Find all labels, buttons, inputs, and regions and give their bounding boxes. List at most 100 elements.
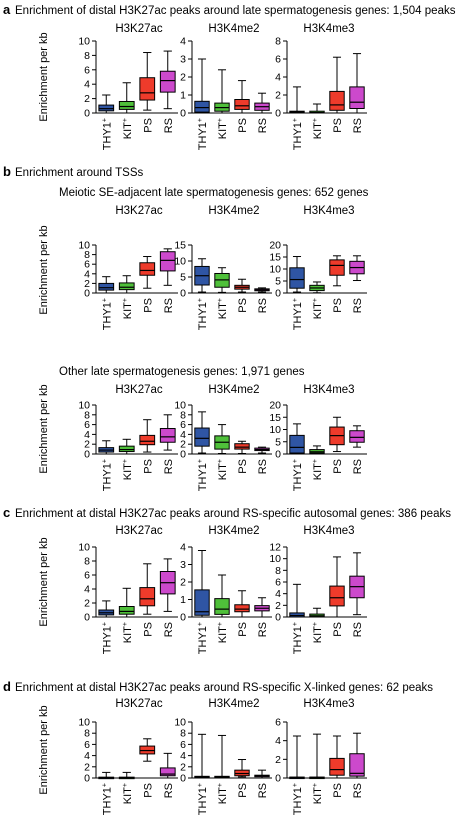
y-tick-label: 3 bbox=[180, 54, 186, 66]
y-tick-label: 4 bbox=[180, 750, 186, 762]
y-tick-label: 6 bbox=[84, 739, 90, 751]
box-rs bbox=[159, 558, 176, 612]
x-tick-label: THY1+ bbox=[101, 459, 113, 491]
x-tick-label: RS bbox=[163, 783, 175, 798]
x-tick-label: THY1+ bbox=[101, 118, 113, 150]
x-tick-label: PS bbox=[237, 783, 249, 798]
box-kit-pos bbox=[309, 733, 325, 780]
y-tick-label: 10 bbox=[78, 36, 90, 48]
x-tick-label: KIT+ bbox=[122, 118, 134, 139]
chart-title: H3K4me3 bbox=[303, 384, 354, 396]
panel-subtitle-b-bottom: Other late spermatogenesis genes: 1,971 … bbox=[59, 366, 305, 378]
box-ps bbox=[234, 440, 250, 455]
box-iqr bbox=[159, 428, 176, 443]
y-tick-label: 5 bbox=[275, 276, 281, 288]
y-tick-label: 10 bbox=[269, 424, 281, 436]
chart-a-h3k4me2: H3K4me2 0 1 2 3 4 THY1+ KIT+ PS RS bbox=[180, 23, 272, 150]
y-tick-label: 8 bbox=[180, 728, 186, 740]
box-thy1-pos bbox=[194, 58, 210, 114]
y-tick-label: 0 bbox=[84, 288, 90, 300]
y-tick-label: 8 bbox=[275, 36, 281, 48]
y-tick-label: 6 bbox=[84, 259, 90, 271]
x-tick-label: PS bbox=[142, 459, 154, 474]
y-tick-label: 8 bbox=[84, 249, 90, 261]
box-iqr bbox=[139, 434, 156, 446]
box-iqr bbox=[118, 100, 135, 110]
chart-title: H3K4me2 bbox=[208, 23, 259, 35]
y-tick-label: 0 bbox=[180, 612, 186, 624]
y-tick-label: 0 bbox=[180, 773, 186, 785]
panel-title-d: Enrichment at distal H3K27ac peaks aroun… bbox=[15, 682, 433, 694]
x-tick-label: THY1+ bbox=[101, 622, 113, 654]
x-tick-label: THY1+ bbox=[101, 783, 113, 815]
y-axis-label: Enrichment per kb bbox=[38, 32, 50, 121]
box-kit-pos bbox=[214, 734, 230, 779]
box-kit-pos bbox=[118, 438, 135, 455]
x-tick-label: KIT+ bbox=[122, 459, 134, 480]
panel-title-a: Enrichment of distal H3K27ac peaks aroun… bbox=[15, 5, 456, 17]
x-tick-label: PS bbox=[332, 459, 344, 474]
box-ps bbox=[139, 738, 156, 762]
box-ps bbox=[139, 256, 156, 289]
box-kit-pos bbox=[309, 281, 325, 294]
box-kit-pos bbox=[309, 445, 325, 455]
x-tick-label: KIT+ bbox=[312, 783, 324, 804]
box-thy1-pos bbox=[289, 86, 305, 114]
y-tick-label: 4 bbox=[84, 79, 90, 91]
box-rs bbox=[349, 53, 365, 114]
chart-title: H3K4me2 bbox=[208, 384, 259, 396]
x-tick-label: KIT+ bbox=[217, 118, 229, 139]
y-tick-label: 2 bbox=[84, 278, 90, 290]
box-kit-pos bbox=[309, 103, 325, 114]
box-iqr bbox=[118, 606, 135, 615]
x-tick-label: PS bbox=[332, 622, 344, 637]
box-iqr bbox=[349, 430, 365, 443]
y-tick-label: 4 bbox=[84, 429, 90, 441]
y-tick-label: 0 bbox=[180, 108, 186, 120]
chart-d-h3k4me3: H3K4me3 0 2 4 6 THY1+ KIT+ PS RS bbox=[275, 698, 367, 815]
y-tick-label: 5 bbox=[275, 436, 281, 448]
x-tick-label: RS bbox=[163, 118, 175, 133]
box-rs bbox=[254, 92, 270, 114]
x-tick-label: KIT+ bbox=[312, 298, 324, 319]
x-tick-label: THY1+ bbox=[292, 298, 304, 330]
x-tick-label: THY1+ bbox=[197, 118, 209, 150]
chart-a-h3k4me3: H3K4me3 0 2 4 6 8 THY1+ KIT+ PS RS bbox=[275, 23, 367, 150]
x-tick-label: KIT+ bbox=[217, 298, 229, 319]
y-tick-label: 6 bbox=[180, 739, 186, 751]
panel-letter-c: c bbox=[3, 505, 10, 520]
chart-title: H3K27ac bbox=[115, 384, 163, 396]
x-tick-label: PS bbox=[237, 459, 249, 474]
y-tick-label: 4 bbox=[180, 542, 186, 554]
x-tick-label: PS bbox=[237, 118, 249, 133]
x-tick-label: KIT+ bbox=[122, 622, 134, 643]
box-iqr bbox=[234, 99, 250, 110]
y-tick-label: 4 bbox=[180, 36, 186, 48]
box-iqr bbox=[159, 70, 176, 93]
y-tick-label: 1 bbox=[180, 90, 186, 102]
y-tick-label: 2 bbox=[180, 761, 186, 773]
y-tick-label: 8 bbox=[84, 728, 90, 740]
chart-title: H3K4me2 bbox=[208, 525, 259, 537]
x-tick-label: RS bbox=[352, 459, 364, 474]
box-iqr bbox=[349, 753, 365, 777]
y-tick-label: 4 bbox=[180, 429, 186, 441]
box-ps bbox=[139, 52, 156, 111]
box-iqr bbox=[118, 445, 135, 453]
x-tick-label: THY1+ bbox=[197, 622, 209, 654]
y-tick-label: 4 bbox=[84, 750, 90, 762]
x-tick-label: PS bbox=[142, 783, 154, 798]
chart-c-h3k27ac: H3K27ac 0 2 4 6 8 10 Enrichment per kb THY1+ KIT+… bbox=[38, 525, 178, 654]
box-ps bbox=[329, 56, 345, 114]
box-ps bbox=[329, 735, 345, 779]
chart-title: H3K4me3 bbox=[303, 205, 354, 217]
y-tick-label: 0 bbox=[84, 108, 90, 120]
chart-c-h3k4me2: H3K4me2 0 1 2 3 4 THY1+ KIT+ PS RS bbox=[180, 525, 272, 654]
x-tick-label: THY1+ bbox=[101, 298, 113, 330]
y-tick-label: 2 bbox=[84, 439, 90, 451]
box-rs bbox=[349, 552, 365, 616]
box-rs bbox=[349, 732, 365, 779]
y-axis-label: Enrichment per kb bbox=[38, 537, 50, 626]
